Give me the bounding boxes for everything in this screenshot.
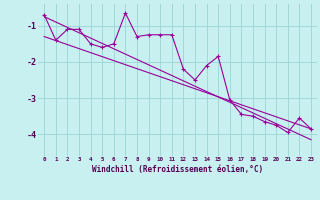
X-axis label: Windchill (Refroidissement éolien,°C): Windchill (Refroidissement éolien,°C) <box>92 165 263 174</box>
